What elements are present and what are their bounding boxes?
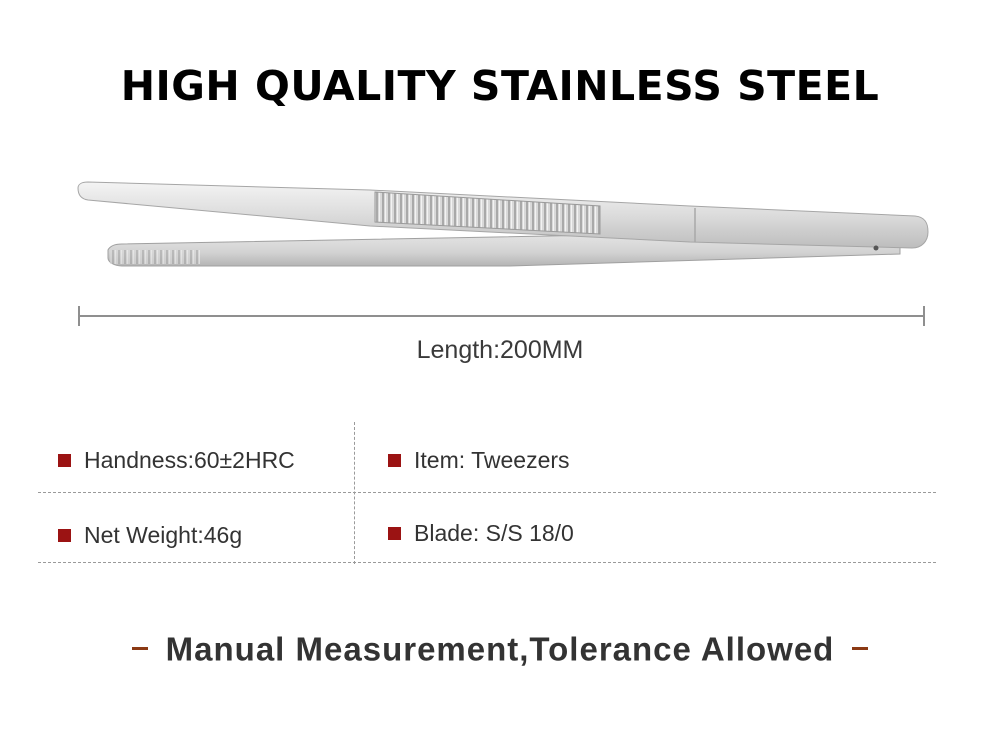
spec-table: Handness:60±2HRC Item: Tweezers Net Weig… <box>38 422 936 564</box>
square-bullet-icon <box>58 529 71 542</box>
dimension-cap-right <box>923 306 925 326</box>
page-title: HIGH QUALITY STAINLESS STEEL <box>120 62 880 110</box>
square-bullet-icon <box>388 454 401 467</box>
spec-blade: Blade: S/S 18/0 <box>388 520 574 547</box>
dimension-line <box>78 315 925 317</box>
spec-weight: Net Weight:46g <box>58 522 242 549</box>
spec-divider-bottom <box>38 562 936 563</box>
square-bullet-icon <box>58 454 71 467</box>
spec-divider-row <box>38 492 936 493</box>
spec-item: Item: Tweezers <box>388 447 570 474</box>
length-label: Length:200MM <box>416 336 584 364</box>
tolerance-note: Manual Measurement,Tolerance Allowed <box>0 628 1000 668</box>
spec-divider-column <box>354 422 355 564</box>
tweezers-image <box>77 181 929 267</box>
length-dimension-line <box>78 306 925 326</box>
tolerance-note-text: Manual Measurement,Tolerance Allowed <box>165 630 835 668</box>
spec-hardness: Handness:60±2HRC <box>58 447 295 474</box>
spec-blade-text: Blade: S/S 18/0 <box>414 520 574 546</box>
spec-item-text: Item: Tweezers <box>414 447 570 473</box>
dash-right-icon <box>852 646 869 650</box>
spec-hardness-text: Handness:60±2HRC <box>84 447 295 473</box>
spec-weight-text: Net Weight:46g <box>84 522 243 548</box>
dimension-cap-left <box>78 306 80 326</box>
square-bullet-icon <box>388 527 401 540</box>
dash-left-icon <box>131 646 148 650</box>
